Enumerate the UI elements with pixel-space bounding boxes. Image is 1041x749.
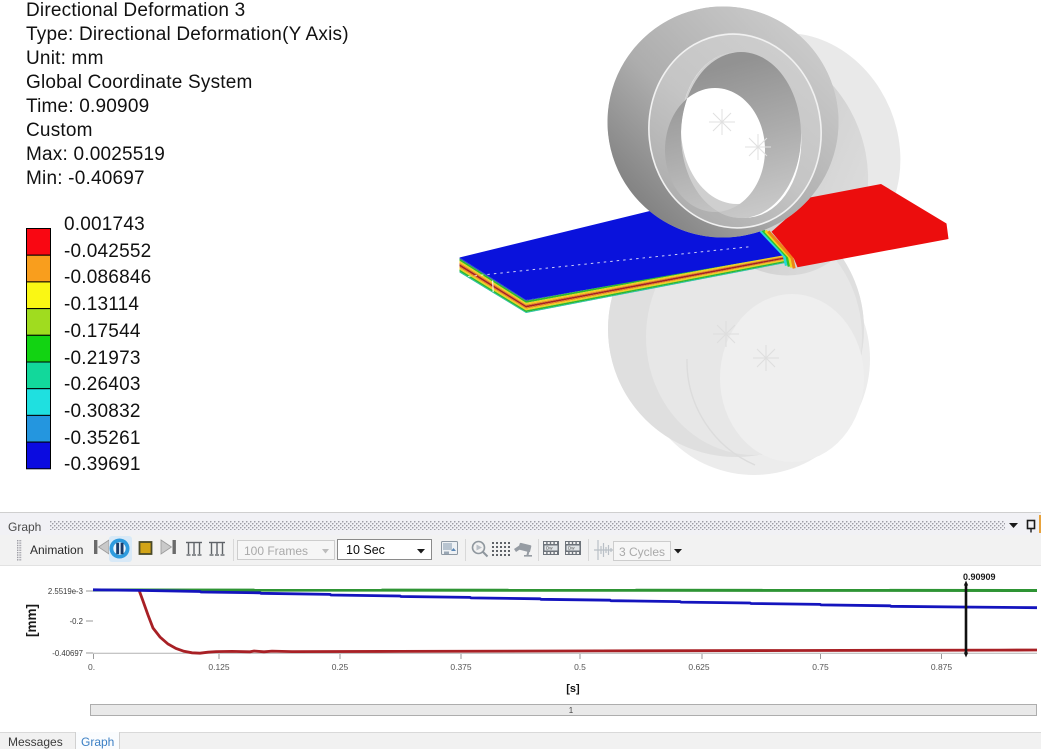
svg-text:Dw: Dw — [568, 546, 575, 551]
svg-text:Dw: Dw — [546, 546, 553, 551]
